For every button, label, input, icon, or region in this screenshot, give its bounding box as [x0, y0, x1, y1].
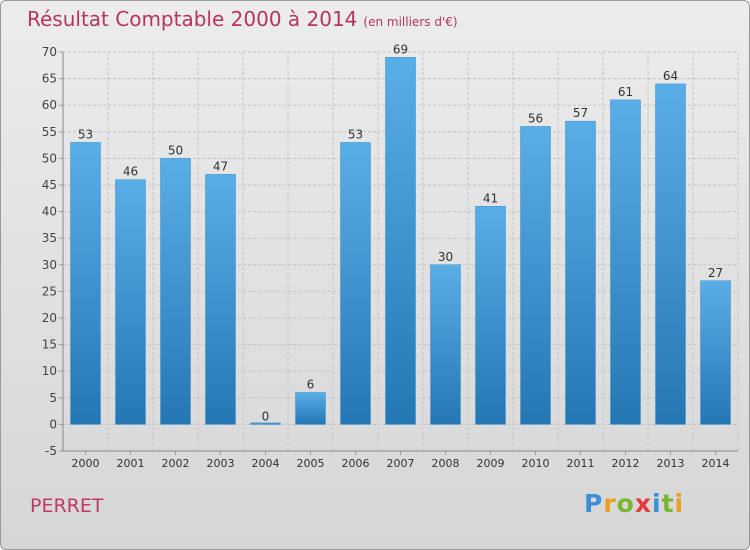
logo-letter: t: [661, 489, 675, 518]
x-tick-label-2011: 2011: [567, 457, 595, 470]
data-label-2002: 50: [168, 143, 183, 157]
data-label-2007: 69: [393, 42, 408, 56]
commune-name: PERRET: [30, 495, 104, 517]
data-label-2008: 30: [438, 250, 453, 264]
data-label-2005: 6: [307, 377, 315, 391]
bars: [70, 57, 731, 425]
chart-title-main: Résultat Comptable 2000 à 2014: [27, 7, 358, 31]
bar-2004[interactable]: [250, 422, 281, 425]
data-label-2014: 27: [708, 266, 723, 280]
data-label-2006: 53: [348, 127, 363, 141]
bar-2009[interactable]: [475, 206, 506, 425]
logo-letter: P: [584, 489, 604, 518]
logo-letter: o: [616, 489, 635, 518]
data-label-2003: 47: [213, 159, 228, 173]
bar-2008[interactable]: [430, 264, 461, 425]
y-tick-label: 45: [42, 178, 57, 192]
x-tick-label-2004: 2004: [252, 457, 280, 470]
y-tick-label: 55: [42, 125, 57, 139]
y-tick-label: 35: [42, 231, 57, 245]
data-labels: 53 46 50 47 0 6 53 69 30 41 56 57 61 64 27: [78, 42, 723, 423]
logo-letter: r: [603, 489, 617, 518]
x-tick-label-2012: 2012: [612, 457, 640, 470]
y-tick-label: 5: [49, 391, 57, 405]
logo-letter: i: [674, 489, 685, 518]
data-label-2004: 0: [262, 409, 270, 423]
x-tick-label-2007: 2007: [387, 457, 415, 470]
x-tick-label-2003: 2003: [207, 457, 235, 470]
bar-2003[interactable]: [205, 174, 236, 425]
data-label-2010: 56: [528, 111, 543, 125]
bar-2011[interactable]: [565, 120, 596, 425]
y-tick-label: 60: [42, 98, 57, 112]
x-tick-label-2006: 2006: [342, 457, 370, 470]
chart-title-unit: (en milliers d'€): [363, 15, 458, 29]
x-tick-label-2014: 2014: [702, 457, 730, 470]
x-tick-label-2009: 2009: [477, 457, 505, 470]
y-tick-label: 15: [42, 338, 57, 352]
y-tick-label: 25: [42, 284, 57, 298]
y-tick-label: 0: [49, 417, 57, 431]
bar-2005[interactable]: [295, 392, 326, 425]
y-tick-label: 10: [42, 364, 57, 378]
bar-2002[interactable]: [160, 158, 191, 425]
x-tick-label-2013: 2013: [657, 457, 685, 470]
data-label-2011: 57: [573, 106, 588, 120]
data-label-2009: 41: [483, 191, 498, 205]
y-tick-label: 40: [42, 205, 57, 219]
data-label-2013: 64: [663, 69, 678, 83]
x-tick-label-2010: 2010: [522, 457, 550, 470]
x-tick-label-2002: 2002: [162, 457, 190, 470]
bar-2007[interactable]: [385, 57, 416, 425]
bar-2012[interactable]: [610, 99, 641, 425]
bar-2013[interactable]: [655, 83, 686, 425]
y-tick-label: 70: [42, 45, 57, 59]
y-tick-label: 50: [42, 151, 57, 165]
data-label-2001: 46: [123, 165, 138, 179]
x-tick-label-2000: 2000: [72, 457, 100, 470]
x-tick-label-2008: 2008: [432, 457, 460, 470]
logo-letter: i: [652, 489, 662, 518]
y-tick-label: 20: [42, 311, 57, 325]
proxiti-logo[interactable]: Proxiti: [584, 489, 684, 518]
y-tick-label: 65: [42, 72, 57, 86]
bar-2006[interactable]: [340, 142, 371, 425]
data-label-2000: 53: [78, 127, 93, 141]
logo-letter: x: [634, 489, 652, 518]
chart-title: Résultat Comptable 2000 à 2014 (en millie…: [27, 7, 458, 31]
bar-2010[interactable]: [520, 126, 551, 425]
bar-2001[interactable]: [115, 179, 146, 425]
x-tick-label-2001: 2001: [117, 457, 145, 470]
y-tick-label: -5: [45, 444, 57, 458]
y-tick-label: 30: [42, 258, 57, 272]
bar-2014[interactable]: [700, 280, 731, 425]
x-tick-label-2005: 2005: [297, 457, 325, 470]
bar-2000[interactable]: [70, 142, 101, 425]
data-label-2012: 61: [618, 85, 633, 99]
